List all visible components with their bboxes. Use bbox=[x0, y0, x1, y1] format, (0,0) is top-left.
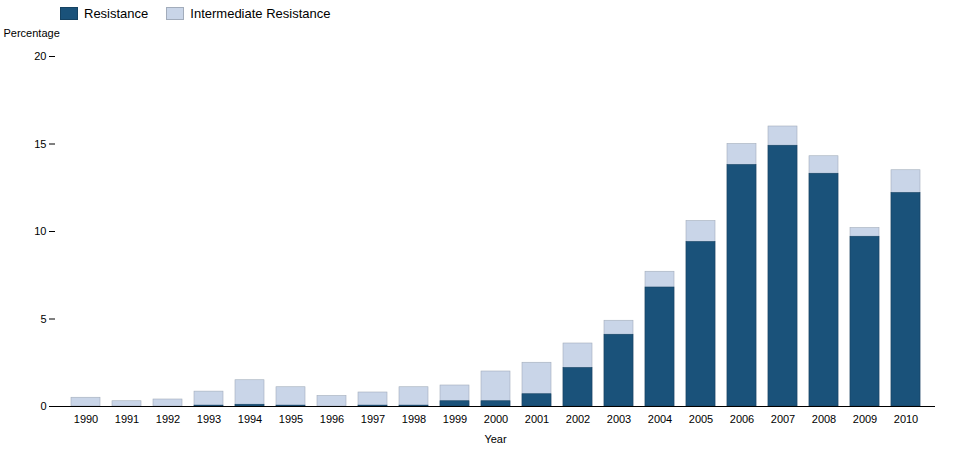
svg-text:0: 0 bbox=[40, 400, 46, 412]
svg-text:Percentage: Percentage bbox=[4, 27, 60, 39]
svg-text:2000: 2000 bbox=[484, 413, 508, 425]
svg-text:1995: 1995 bbox=[279, 413, 303, 425]
svg-text:2002: 2002 bbox=[566, 413, 590, 425]
svg-text:10: 10 bbox=[34, 225, 46, 237]
svg-text:1991: 1991 bbox=[115, 413, 139, 425]
svg-text:2001: 2001 bbox=[525, 413, 549, 425]
svg-text:2007: 2007 bbox=[771, 413, 795, 425]
svg-text:1997: 1997 bbox=[361, 413, 385, 425]
html-text:Resistance: Resistance bbox=[84, 5, 149, 21]
svg-text:2004: 2004 bbox=[648, 413, 672, 425]
svg-text:2009: 2009 bbox=[853, 413, 877, 425]
svg-text:1994: 1994 bbox=[238, 413, 262, 425]
svg-text:5: 5 bbox=[40, 313, 46, 325]
svg-text:2010: 2010 bbox=[894, 413, 918, 425]
svg-text:1990: 1990 bbox=[74, 413, 98, 425]
svg-text:20: 20 bbox=[34, 50, 46, 62]
html-text:Intermediate Resistance: Intermediate Resistance bbox=[190, 5, 331, 21]
svg-text:15: 15 bbox=[34, 138, 46, 150]
svg-text:2006: 2006 bbox=[730, 413, 754, 425]
svg-text:2008: 2008 bbox=[812, 413, 836, 425]
svg-text:1992: 1992 bbox=[156, 413, 180, 425]
svg-text:2003: 2003 bbox=[607, 413, 631, 425]
svg-text:2005: 2005 bbox=[689, 413, 713, 425]
svg-text:1999: 1999 bbox=[443, 413, 467, 425]
svg-text:1998: 1998 bbox=[402, 413, 426, 425]
svg-text:1993: 1993 bbox=[197, 413, 221, 425]
svg-text:Year: Year bbox=[484, 433, 507, 445]
svg-text:1996: 1996 bbox=[320, 413, 344, 425]
